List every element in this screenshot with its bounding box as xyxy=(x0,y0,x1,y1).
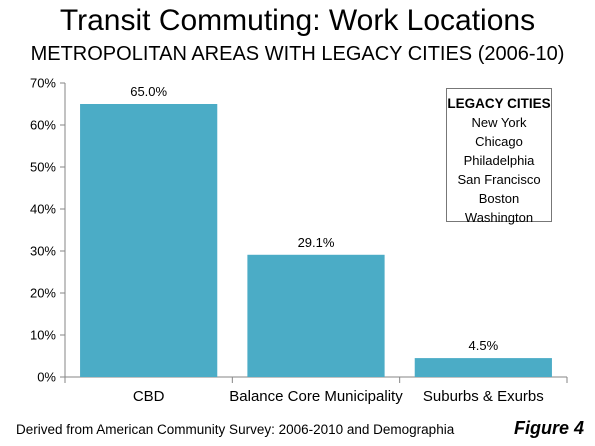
bar xyxy=(247,254,385,377)
legacy-cities-box: LEGACY CITIES New York Chicago Philadelp… xyxy=(446,88,552,225)
legacy-city-item: Philadelphia xyxy=(463,153,535,168)
legacy-city-item: New York xyxy=(471,115,527,130)
chart-subtitle: METROPOLITAN AREAS WITH LEGACY CITIES (2… xyxy=(30,43,565,65)
legacy-city-item: Washington xyxy=(464,210,534,225)
legacy-cities-title: LEGACY CITIES xyxy=(447,96,551,111)
x-tick-label: Balance Core Municipality xyxy=(229,388,403,405)
y-tick-label: 50% xyxy=(30,160,56,175)
y-tick-label: 60% xyxy=(30,118,56,133)
figure-label: Figure 4 xyxy=(514,418,585,438)
bar xyxy=(414,358,552,377)
y-tick-label: 0% xyxy=(37,370,56,385)
x-tick-label: CBD xyxy=(133,388,165,405)
source-note: Derived from American Community Survey: … xyxy=(16,422,455,437)
data-label: 29.1% xyxy=(298,235,335,250)
y-tick-label: 10% xyxy=(30,328,56,343)
y-tick-label: 20% xyxy=(30,286,56,301)
bar xyxy=(80,104,218,377)
y-tick-label: 40% xyxy=(30,202,56,217)
y-tick-label: 30% xyxy=(30,244,56,259)
x-tick-label: Suburbs & Exurbs xyxy=(423,388,544,405)
data-label: 65.0% xyxy=(130,84,167,99)
legacy-city-item: San Francisco xyxy=(457,172,541,187)
y-tick-label: 70% xyxy=(30,76,56,91)
legacy-city-item: Boston xyxy=(478,191,520,206)
legacy-city-item: Chicago xyxy=(475,134,523,149)
chart-title: Transit Commuting: Work Locations xyxy=(59,4,536,37)
data-label: 4.5% xyxy=(469,338,499,353)
